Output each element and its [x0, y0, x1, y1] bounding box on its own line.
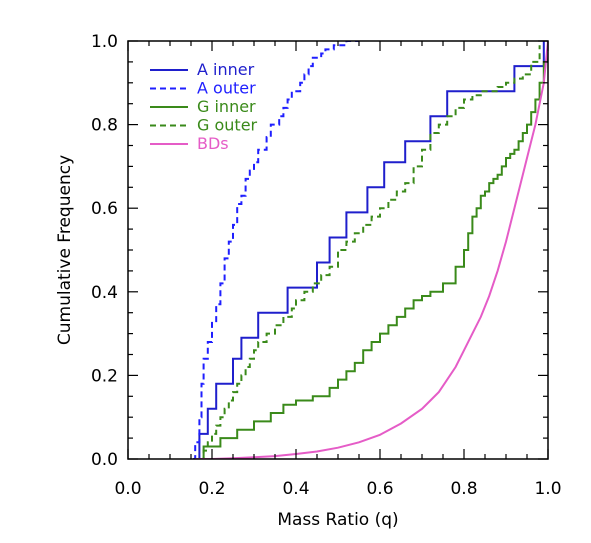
series-a-inner-line	[195, 41, 545, 459]
series-g-outer-line	[199, 45, 541, 459]
legend-label-g-outer: G outer	[197, 116, 258, 135]
x-tick-label: 0.0	[114, 479, 141, 499]
y-tick-label: 0.4	[91, 283, 118, 303]
y-tick-label: 0.6	[91, 199, 118, 219]
x-tick-label: 0.4	[282, 479, 309, 499]
plot-frame	[127, 40, 549, 460]
y-tick-label: 0.8	[91, 116, 118, 136]
legend-label-a-inner: A inner	[197, 60, 255, 79]
legend-label-bds: BDs	[197, 134, 229, 153]
series-g-inner-line	[199, 41, 548, 459]
x-tick-label: 1.0	[534, 479, 561, 499]
x-tick-label: 0.2	[198, 479, 225, 499]
series-a-outer-line	[193, 41, 359, 459]
x-tick-label: 0.6	[366, 479, 393, 499]
legend-label-g-inner: G inner	[197, 97, 256, 116]
legend-label-a-outer: A outer	[197, 79, 256, 98]
y-tick-label: 0.0	[91, 450, 118, 470]
x-tick-label: 0.8	[450, 479, 477, 499]
y-tick-label: 0.2	[91, 366, 118, 386]
y-axis-title: Cumulative Frequency	[55, 155, 75, 345]
series-bds-line	[195, 41, 548, 459]
x-axis-title: Mass Ratio (q)	[277, 510, 398, 530]
ticks-layer: 0.0 0.2 0.4 0.6 0.8 1.0 0.0 0.2 0.4 0.6 0.8 1.0	[91, 32, 562, 499]
y-tick-label: 1.0	[91, 32, 118, 52]
series-layer	[193, 41, 548, 459]
